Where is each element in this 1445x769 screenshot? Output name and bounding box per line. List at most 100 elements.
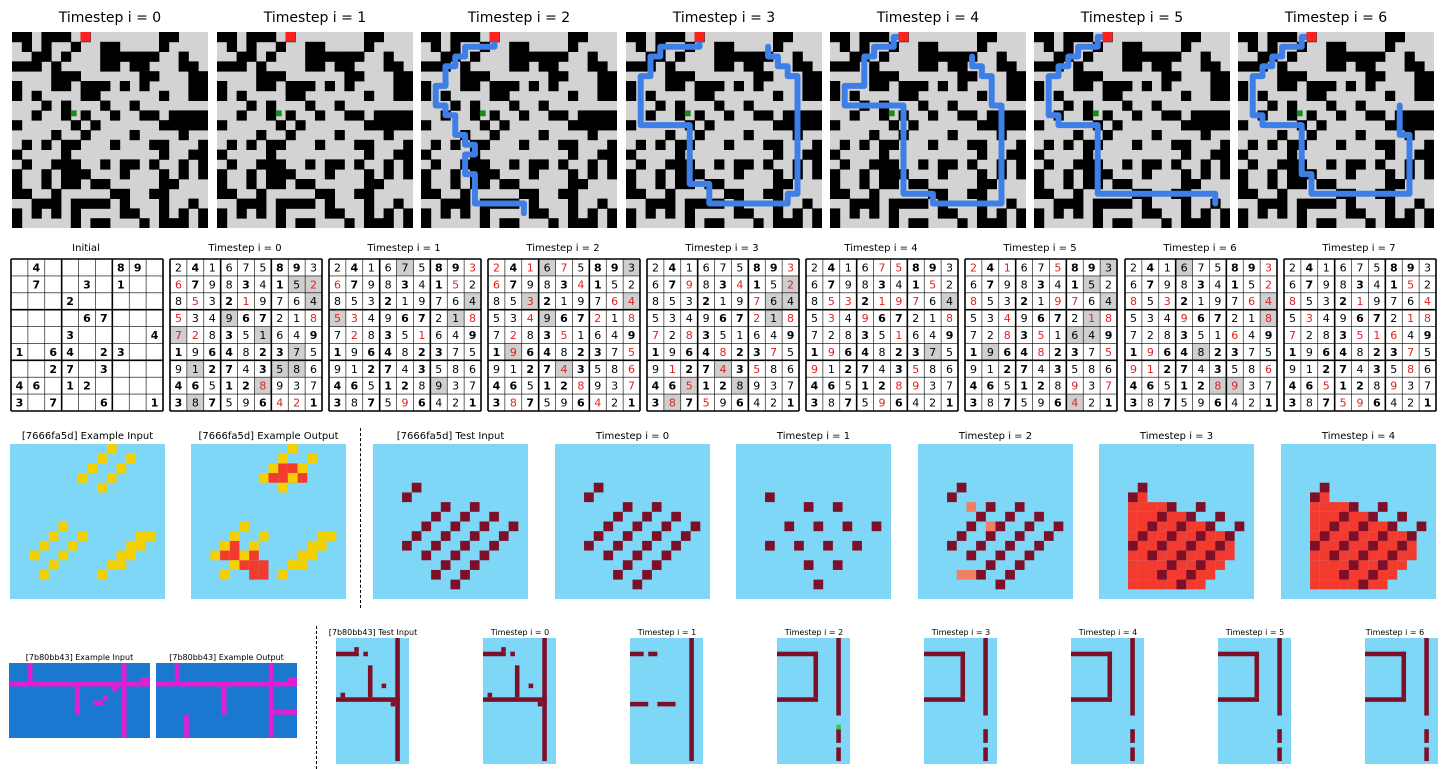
arc-maroon-cell — [1387, 550, 1398, 561]
sudoku-highlight-cell — [186, 394, 204, 411]
maze-wall — [334, 159, 345, 170]
maze-wall — [364, 139, 375, 150]
maze-wall — [305, 218, 316, 228]
sudoku-digit: 8 — [418, 380, 425, 393]
maze-wall — [149, 139, 160, 150]
maze-wall — [714, 81, 725, 92]
maze-wall — [1345, 208, 1356, 219]
maze-wall — [859, 139, 870, 150]
maze-wall — [383, 120, 394, 131]
maze-wall — [1141, 169, 1152, 180]
maze-wall — [1296, 71, 1307, 82]
sudoku-digit: 1 — [117, 278, 125, 291]
maze-wall — [597, 71, 608, 82]
maze-wall — [119, 81, 130, 92]
maze-wall — [198, 149, 208, 160]
maze-wall — [607, 208, 617, 219]
maze-wall — [51, 130, 62, 141]
arc2-panel-6 — [1218, 638, 1291, 764]
maze-wall — [675, 179, 686, 190]
sudoku-digit: 8 — [1407, 363, 1414, 376]
arc-red-cell — [1157, 560, 1167, 570]
arc-maroon-cell — [1234, 521, 1245, 532]
sudoku-digit: 4 — [1088, 329, 1095, 342]
maze-wall — [1385, 149, 1396, 160]
sudoku-digit: 7 — [970, 329, 977, 342]
maze-wall — [1181, 179, 1192, 190]
maze-wall — [1006, 149, 1017, 160]
sudoku-digit: 2 — [560, 380, 568, 393]
arc-maroon-cell — [501, 647, 506, 652]
sudoku-digit: 9 — [1340, 312, 1347, 325]
maze-wall — [188, 61, 199, 72]
arc-maroon-cell — [852, 540, 862, 551]
sudoku-digit: 4 — [753, 397, 760, 410]
maze-wall — [217, 90, 228, 101]
maze-wall — [198, 110, 208, 121]
maze-wall — [373, 32, 384, 43]
sudoku-digit: 3 — [1306, 312, 1313, 325]
maze-wall — [1034, 169, 1045, 180]
maze-wall — [1247, 188, 1258, 199]
arc-maroon-cell — [803, 502, 814, 512]
maze-wall — [275, 169, 286, 180]
sudoku-digit: 9 — [1071, 380, 1078, 393]
sudoku-digit: 4 — [669, 261, 677, 274]
arc-red-cell — [1195, 521, 1206, 532]
maze-wall — [61, 51, 72, 62]
sudoku-digit: 4 — [33, 261, 41, 274]
sudoku-digit: 1 — [1289, 346, 1297, 359]
arc-red-cell — [1166, 521, 1177, 532]
maze-wall — [1277, 198, 1288, 209]
sudoku-digit: 3 — [719, 278, 727, 291]
maze-wall — [1073, 81, 1084, 92]
arc-red-cell — [1368, 521, 1378, 532]
maze-wall — [1006, 81, 1017, 92]
maze-wall — [450, 100, 461, 111]
maze-wall — [1238, 32, 1249, 43]
maze-wall — [31, 110, 42, 121]
sudoku-digit: 3 — [1071, 346, 1079, 359]
maze-title-4: Timestep i = 4 — [876, 10, 980, 26]
sudoku-digit: 2 — [1163, 363, 1171, 376]
arc-maroon-cell — [1358, 521, 1369, 532]
maze-wall — [859, 179, 870, 190]
arc-yellow-cell — [116, 463, 127, 474]
maze-wall — [403, 81, 413, 92]
arc-red-cell — [1128, 560, 1138, 570]
maze-wall — [266, 100, 277, 111]
arc-yellow-cell — [249, 540, 259, 551]
maze-wall — [655, 169, 666, 180]
maze-wall — [334, 208, 345, 219]
arc-maroon-cell — [1401, 651, 1407, 698]
sudoku-digit: 7 — [452, 346, 459, 359]
maze-wall — [1267, 100, 1278, 111]
arc-yellow-cell — [220, 569, 230, 580]
sudoku-digit: 8 — [1021, 278, 1028, 291]
sudoku-digit: 1 — [1231, 278, 1239, 291]
arc-maroon-cell — [1368, 540, 1378, 551]
maze-wall — [1385, 139, 1396, 150]
arc-red-cell — [1215, 560, 1225, 570]
arc-maroon-cell — [947, 492, 957, 503]
sudoku-highlight-cell — [305, 292, 322, 310]
maze-wall — [1404, 208, 1415, 219]
maze-wall — [918, 100, 929, 111]
maze-wall — [607, 110, 617, 121]
maze-wall — [460, 32, 471, 43]
maze-wall — [383, 61, 394, 72]
arc-red-cell — [1368, 579, 1378, 590]
sudoku-digit: 1 — [770, 312, 777, 325]
arc-red-cell — [1329, 579, 1340, 590]
maze-wall — [266, 169, 277, 180]
sudoku-digit: 1 — [510, 363, 517, 376]
arc-red-cell — [1205, 560, 1216, 570]
arc-maroon-cell — [690, 521, 701, 532]
maze-wall — [898, 81, 909, 92]
maze-wall — [129, 130, 140, 141]
maze-wall — [830, 32, 841, 43]
maze-wall — [830, 218, 841, 228]
sudoku-digit: 9 — [192, 346, 199, 359]
maze-wall — [937, 81, 948, 92]
maze-wall — [928, 61, 939, 72]
